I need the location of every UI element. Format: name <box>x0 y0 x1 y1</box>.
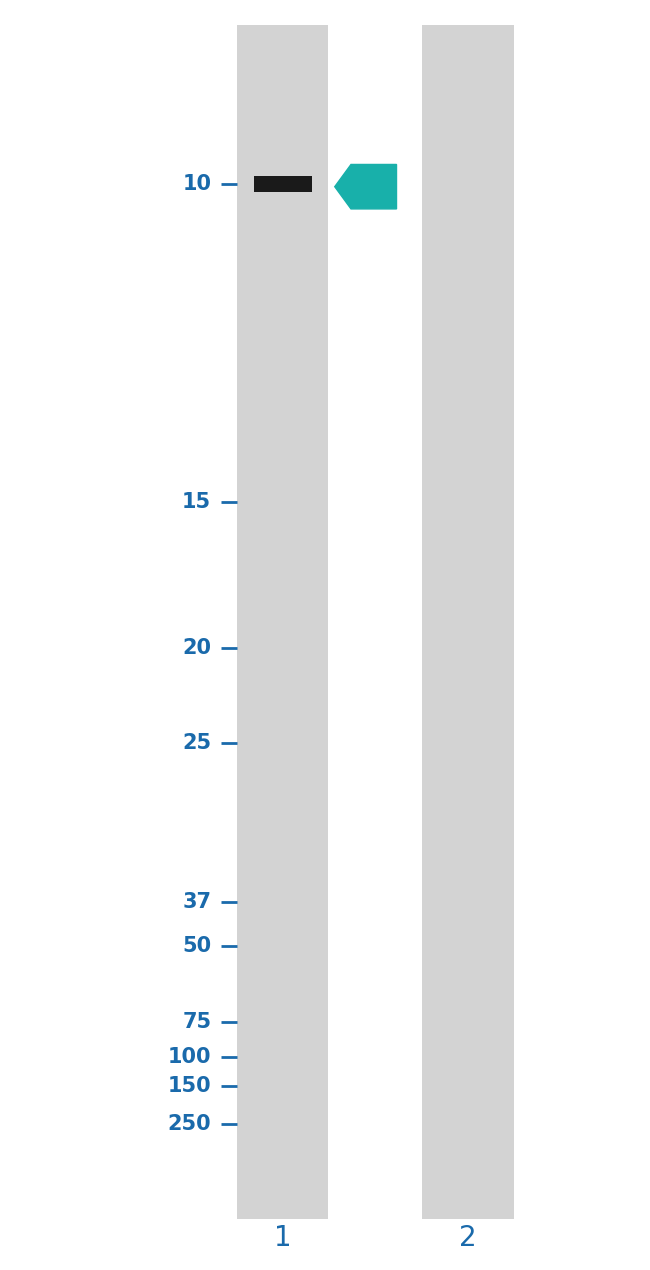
Text: 150: 150 <box>168 1076 211 1096</box>
Text: 15: 15 <box>182 491 211 512</box>
Text: 50: 50 <box>182 936 211 956</box>
Bar <box>422 25 514 1219</box>
Text: 75: 75 <box>182 1012 211 1033</box>
Text: 20: 20 <box>182 638 211 658</box>
FancyArrow shape <box>335 165 396 208</box>
Text: 37: 37 <box>182 892 211 912</box>
Text: 1: 1 <box>274 1224 292 1252</box>
Text: 100: 100 <box>168 1046 211 1067</box>
Text: 2: 2 <box>459 1224 477 1252</box>
Text: 250: 250 <box>168 1114 211 1134</box>
Bar <box>237 25 328 1219</box>
Bar <box>254 175 312 192</box>
Text: 10: 10 <box>182 174 211 194</box>
Text: 25: 25 <box>182 733 211 753</box>
